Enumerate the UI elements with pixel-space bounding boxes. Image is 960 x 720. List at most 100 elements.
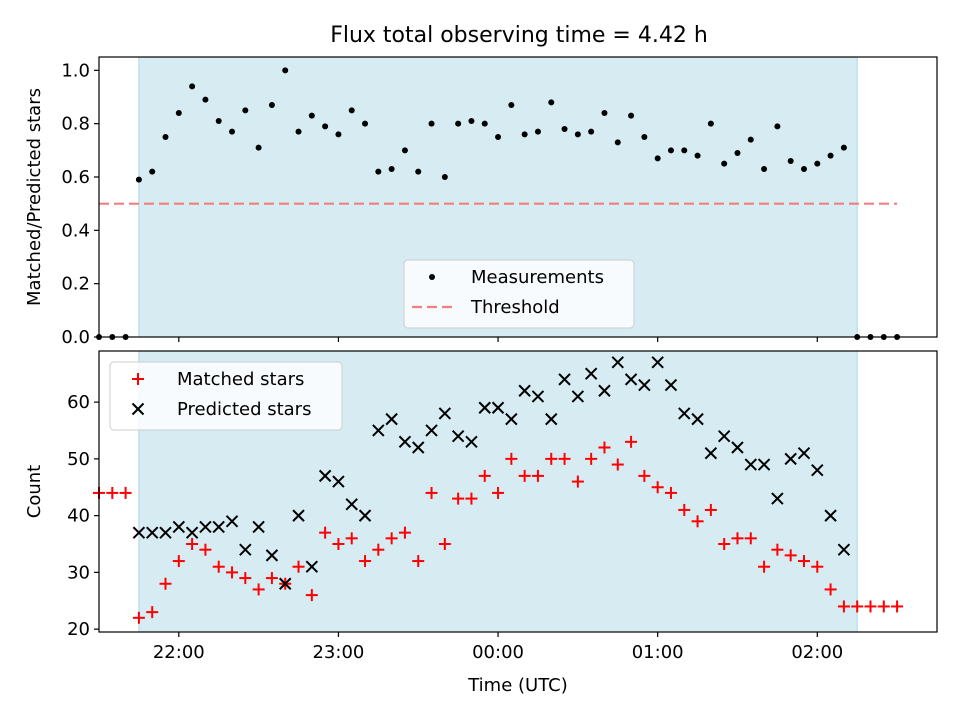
predicted-star-point <box>518 384 531 397</box>
predicted-star-point <box>624 373 638 386</box>
predicted-star-point <box>265 549 279 562</box>
matched-star-point <box>531 469 544 482</box>
matched-star-point <box>252 583 265 596</box>
x-b <box>252 520 265 534</box>
matched-star-point <box>771 543 784 556</box>
measurement-point <box>774 123 781 130</box>
matched-star-point <box>465 492 478 505</box>
x-b <box>811 464 824 477</box>
matched-star-point <box>212 560 225 573</box>
predicted-star-point <box>372 424 385 437</box>
x-tick-label: 01:00 <box>632 642 684 663</box>
measurement-point <box>681 147 688 154</box>
matched-star-point <box>638 469 651 482</box>
matched-star-point <box>119 486 132 499</box>
matched-star-point <box>292 560 305 573</box>
predicted-star-point <box>478 401 491 414</box>
measurement-point <box>282 67 289 74</box>
predicted-star-point <box>598 384 611 397</box>
y-tick-label: 40 <box>67 506 90 527</box>
matched-star-point <box>651 481 664 494</box>
x-b <box>305 560 319 573</box>
x-b <box>239 543 252 556</box>
measurement-point <box>348 107 355 114</box>
x-b <box>265 549 279 562</box>
y-tick-label: 0.0 <box>61 327 90 348</box>
predicted-star-point <box>757 458 771 471</box>
matched-star-point <box>877 600 890 613</box>
x-b <box>837 543 851 556</box>
matched-star-point <box>824 583 837 596</box>
legend-label: Matched stars <box>177 369 304 390</box>
predicted-star-point <box>837 543 851 556</box>
matched-star-point <box>412 555 425 568</box>
predicted-star-point <box>784 452 797 466</box>
legend-label: Measurements <box>471 267 604 288</box>
measurement-point <box>721 160 728 167</box>
y-axis-label: Count <box>24 465 45 518</box>
matched-star-point <box>265 572 278 585</box>
x-b <box>398 435 412 449</box>
x-b <box>678 407 691 420</box>
measurement-point <box>388 166 395 172</box>
x-b <box>545 412 558 426</box>
x-tick-label: 02:00 <box>791 642 843 663</box>
matched-star-point <box>199 543 212 556</box>
chart-title: Flux total observing time = 4.42 h <box>330 23 708 48</box>
predicted-star-point <box>797 446 811 460</box>
measurement-point <box>628 112 635 119</box>
matched-star-point <box>186 538 199 551</box>
x-b <box>784 452 797 466</box>
measurement-point <box>441 174 448 180</box>
x-b <box>332 475 345 488</box>
legend-label: Predicted stars <box>177 399 311 420</box>
measurement-point <box>641 134 648 140</box>
predicted-star-point <box>412 441 425 454</box>
matched-star-point <box>598 441 611 454</box>
matched-star-point <box>558 452 571 465</box>
x-b <box>611 356 624 369</box>
predicted-star-point <box>132 526 146 539</box>
predicted-star-point <box>279 577 292 590</box>
x-b <box>797 446 811 460</box>
measurement-point <box>840 144 847 151</box>
predicted-star-point <box>704 446 718 460</box>
predicted-star-point <box>811 464 824 477</box>
x-b <box>518 384 531 397</box>
axes-frame <box>98 56 938 338</box>
matched-star-point <box>172 555 185 568</box>
predicted-star-point <box>664 378 678 392</box>
predicted-star-point <box>531 390 545 403</box>
measurement-point <box>588 128 595 135</box>
predicted-star-point <box>678 407 691 420</box>
matched-star-point <box>478 469 491 482</box>
measurement-point <box>255 144 262 151</box>
measurement-point <box>667 147 674 154</box>
x-b <box>478 401 491 414</box>
x-b <box>824 509 837 522</box>
y-tick-label: 60 <box>67 392 90 413</box>
x-axis-label: Time (UTC) <box>467 675 568 696</box>
y-tick-label: 0.4 <box>61 220 90 241</box>
matched-star-point <box>132 611 145 624</box>
predicted-star-point <box>358 509 372 522</box>
measurement-point <box>175 110 182 116</box>
measurement-point <box>375 168 382 175</box>
matched-star-point <box>226 566 239 579</box>
predicted-star-point <box>398 435 412 449</box>
predicted-star-point <box>824 509 837 522</box>
measurement-point <box>548 99 555 106</box>
predicted-star-point <box>239 543 252 556</box>
matched-star-point <box>571 475 584 488</box>
measurement-point <box>295 128 302 135</box>
predicted-star-point <box>252 520 265 534</box>
measurement-point <box>814 160 821 167</box>
matched-star-point <box>545 452 558 465</box>
x-b <box>638 378 651 392</box>
predicted-star-point <box>385 412 398 426</box>
measurement-point <box>761 166 768 172</box>
matched-star-point <box>691 515 704 528</box>
matched-star-point <box>452 492 465 505</box>
x-b <box>531 390 545 403</box>
